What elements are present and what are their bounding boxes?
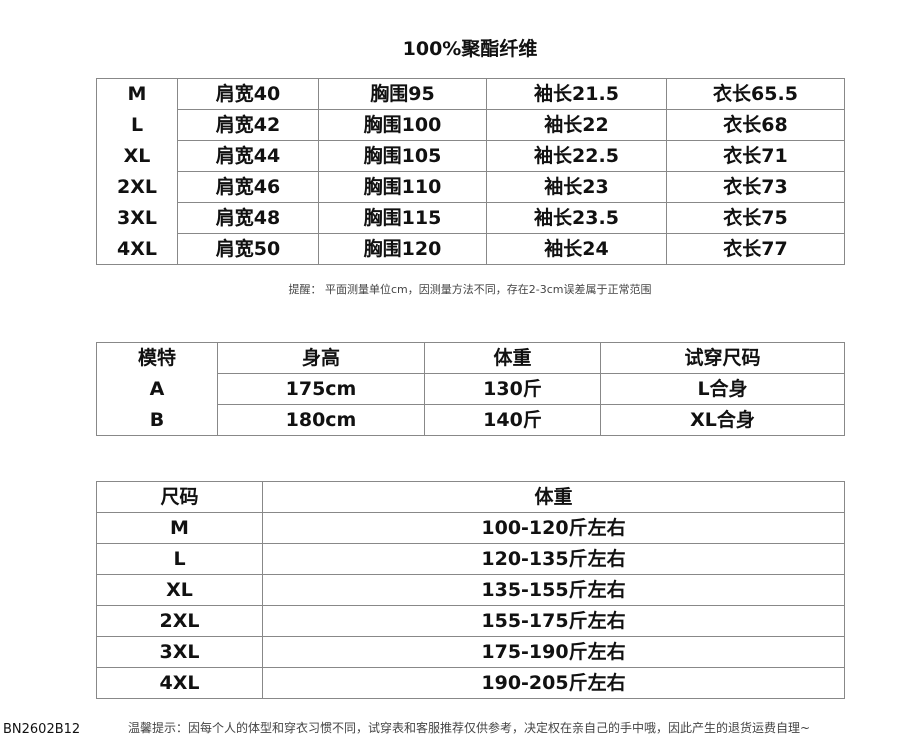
page-title: 100%聚酯纤维	[402, 38, 538, 60]
table-cell: 肩宽40	[177, 78, 319, 110]
table-cell: 180cm	[217, 404, 425, 436]
table-row: L 120-135斤左右	[96, 543, 845, 575]
table-cell: 身高	[217, 342, 425, 374]
table-cell: 100-120斤左右	[262, 512, 845, 544]
footer-tip: 温馨提示：因每个人的体型和穿衣习惯不同，试穿表和客服推荐仅供参考，决定权在亲自己…	[128, 721, 811, 735]
table-cell: M	[96, 78, 178, 110]
table-cell: 4XL	[96, 667, 263, 699]
table-cell: 140斤	[424, 404, 601, 436]
table-cell: XL	[96, 140, 178, 172]
table-cell: 胸围95	[318, 78, 487, 110]
table-cell: 衣长68	[666, 109, 845, 141]
table-row: B 180cm 140斤 XL合身	[96, 404, 845, 436]
table-cell: 肩宽46	[177, 171, 319, 203]
table-cell: 4XL	[96, 233, 178, 265]
table-cell: 135-155斤左右	[262, 574, 845, 606]
table-cell: 尺码	[96, 481, 263, 513]
table-cell: 袖长24	[486, 233, 667, 265]
table-cell: 胸围105	[318, 140, 487, 172]
table-cell: 胸围100	[318, 109, 487, 141]
table-cell: 130斤	[424, 373, 601, 405]
table-cell: 2XL	[96, 171, 178, 203]
table-cell: 175cm	[217, 373, 425, 405]
table-cell: 袖长23.5	[486, 202, 667, 234]
table-cell: 袖长22.5	[486, 140, 667, 172]
table-row: 模特 身高 体重 试穿尺码	[96, 342, 845, 374]
table-row: 4XL 190-205斤左右	[96, 667, 845, 699]
table-cell: 190-205斤左右	[262, 667, 845, 699]
table-row: M 肩宽40 胸围95 袖长21.5 衣长65.5	[96, 78, 845, 110]
table-cell: 肩宽42	[177, 109, 319, 141]
table-cell: 模特	[96, 342, 218, 374]
table-cell: 肩宽48	[177, 202, 319, 234]
table-row: 尺码 体重	[96, 481, 845, 513]
table-row: A 175cm 130斤 L合身	[96, 373, 845, 405]
size-table: M 肩宽40 胸围95 袖长21.5 衣长65.5 L 肩宽42 胸围100 袖长22 衣长68 X…	[96, 78, 845, 265]
table-row: XL 135-155斤左右	[96, 574, 845, 606]
table-cell: 胸围115	[318, 202, 487, 234]
table-cell: XL合身	[600, 404, 845, 436]
table-cell: A	[96, 373, 218, 405]
table-cell: 肩宽44	[177, 140, 319, 172]
table-cell: 120-135斤左右	[262, 543, 845, 575]
table-cell: B	[96, 404, 218, 436]
table-row: M 100-120斤左右	[96, 512, 845, 544]
table-cell: 衣长75	[666, 202, 845, 234]
table-cell: 175-190斤左右	[262, 636, 845, 668]
table-cell: 袖长22	[486, 109, 667, 141]
table-cell: 衣长77	[666, 233, 845, 265]
table-cell: 胸围110	[318, 171, 487, 203]
table-cell: L合身	[600, 373, 845, 405]
table-row: 3XL 肩宽48 胸围115 袖长23.5 衣长75	[96, 202, 845, 234]
table-cell: 体重	[424, 342, 601, 374]
product-code: BN2602B12	[3, 722, 81, 737]
model-table: 模特 身高 体重 试穿尺码 A 175cm 130斤 L合身 B 180cm 140斤 XL合身	[96, 342, 845, 436]
table-row: 4XL 肩宽50 胸围120 袖长24 衣长77	[96, 233, 845, 265]
table-cell: 肩宽50	[177, 233, 319, 265]
table-cell: 试穿尺码	[600, 342, 845, 374]
table-cell: L	[96, 543, 263, 575]
table-cell: 胸围120	[318, 233, 487, 265]
table-cell: 袖长23	[486, 171, 667, 203]
table-cell: M	[96, 512, 263, 544]
weight-table: 尺码 体重 M 100-120斤左右 L 120-135斤左右 XL 135-155斤左右 2X…	[96, 481, 845, 699]
table-cell: 袖长21.5	[486, 78, 667, 110]
table-cell: 3XL	[96, 202, 178, 234]
table-cell: 衣长71	[666, 140, 845, 172]
table-row: 2XL 155-175斤左右	[96, 605, 845, 637]
table-cell: 3XL	[96, 636, 263, 668]
table-cell: 体重	[262, 481, 845, 513]
table-cell: 衣长65.5	[666, 78, 845, 110]
table-row: L 肩宽42 胸围100 袖长22 衣长68	[96, 109, 845, 141]
table-cell: XL	[96, 574, 263, 606]
table-cell: 2XL	[96, 605, 263, 637]
table-cell: 155-175斤左右	[262, 605, 845, 637]
table-row: 2XL 肩宽46 胸围110 袖长23 衣长73	[96, 171, 845, 203]
table-cell: L	[96, 109, 178, 141]
table-row: XL 肩宽44 胸围105 袖长22.5 衣长71	[96, 140, 845, 172]
table-row: 3XL 175-190斤左右	[96, 636, 845, 668]
measure-note: 提醒： 平面测量单位cm，因测量方法不同，存在2-3cm误差属于正常范围	[288, 283, 652, 296]
table-cell: 衣长73	[666, 171, 845, 203]
